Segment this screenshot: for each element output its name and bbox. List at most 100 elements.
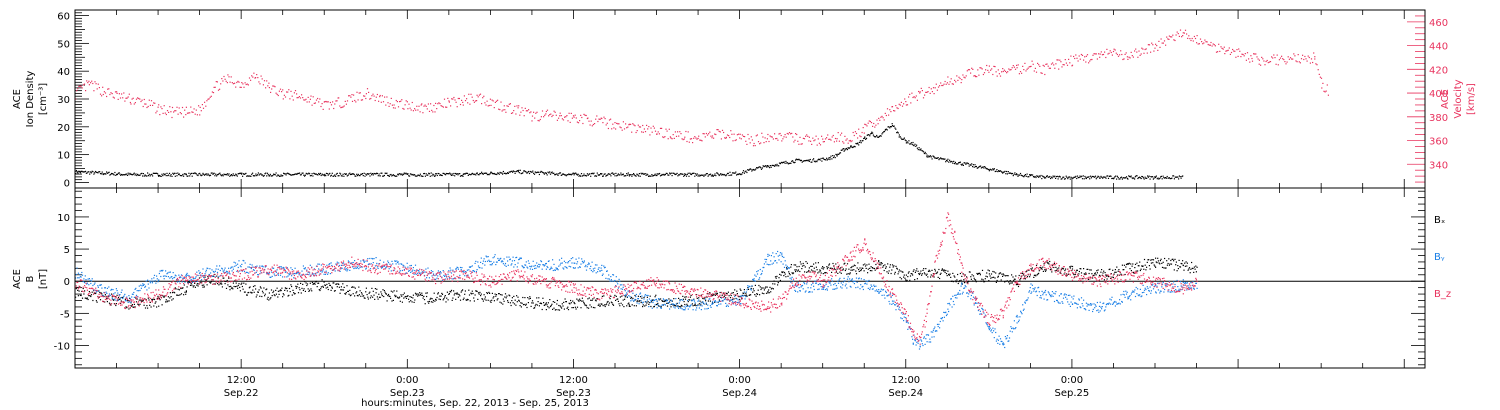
b-series-bx-point: [882, 265, 885, 267]
b-series-bx-point: [919, 272, 921, 274]
density-series-point: [125, 173, 127, 175]
b-series-bx-point: [270, 297, 272, 299]
b-series-bx-point: [913, 269, 915, 271]
density-series-point: [564, 174, 567, 176]
velocity-series-point: [1007, 71, 1009, 73]
b-series-bx-point: [459, 295, 461, 297]
density-series-point: [132, 174, 134, 176]
density-series-point: [929, 155, 932, 157]
density-series-point: [486, 174, 488, 176]
b-series-bx-point: [397, 297, 399, 299]
b-series-bx-point: [216, 283, 219, 285]
b-series-by-point: [255, 271, 257, 273]
b-series-bx-point: [340, 286, 342, 288]
b-series-by-point: [239, 265, 241, 267]
b-series-by-point: [338, 264, 340, 267]
velocity-series-point: [258, 81, 260, 83]
density-series-point: [222, 175, 224, 177]
b-series-bx-point: [875, 263, 877, 266]
b-series-by-point: [262, 266, 264, 268]
density-series-point: [458, 173, 460, 175]
velocity-series-point: [649, 134, 651, 136]
b-series-bx-point: [694, 303, 696, 305]
velocity-series-point: [733, 133, 735, 135]
b-series-bx-point: [1022, 272, 1024, 274]
density-series-point: [659, 175, 662, 177]
b-series-bx-point: [1025, 271, 1027, 273]
b-series-bx-point: [170, 296, 172, 298]
density-series-point: [341, 175, 343, 177]
b-series-bx-point: [931, 269, 933, 271]
b-series-bx-point: [563, 308, 565, 310]
velocity-series-point: [170, 111, 172, 113]
velocity-series-point: [801, 143, 803, 145]
b-series-bx-point: [439, 298, 441, 301]
velocity-series-point: [255, 77, 257, 79]
density-series-point: [615, 172, 617, 174]
density-series-point: [278, 175, 280, 177]
density-series-point: [690, 173, 692, 175]
density-series-point: [959, 161, 961, 163]
density-series-point: [383, 174, 385, 177]
b-series-bx-point: [378, 296, 381, 298]
density-series-point: [171, 175, 173, 177]
velocity-series-point: [910, 102, 912, 104]
velocity-series-point: [935, 83, 937, 85]
b-series-by-point: [148, 287, 150, 289]
density-series-point: [893, 125, 895, 127]
velocity-series-point: [1124, 53, 1126, 55]
b-series-bx-point: [915, 270, 917, 272]
velocity-series-point: [993, 65, 995, 67]
b-series-bx-point: [1180, 262, 1182, 265]
density-series-point: [751, 170, 753, 172]
density-series-point: [481, 171, 483, 173]
b-series-by-point: [368, 263, 370, 265]
b-series-bx-point: [755, 295, 757, 297]
density-series-point: [972, 164, 974, 166]
b-series-bx-point: [100, 292, 102, 294]
b-series-by-point: [153, 274, 156, 276]
density-series-point: [1102, 176, 1105, 178]
velocity-series-point: [911, 92, 913, 94]
b-series-bx-point: [902, 271, 904, 273]
velocity-series-point: [1224, 53, 1226, 55]
b-series-by-point: [408, 269, 410, 272]
velocity-series-point: [462, 101, 464, 103]
b-series-bx-point: [197, 285, 199, 287]
b-series-bx-point: [1074, 276, 1076, 278]
velocity-series-point: [257, 77, 259, 79]
velocity-series-point: [403, 108, 405, 110]
b-series-bx-point: [241, 282, 243, 284]
b-series-bx-point: [843, 263, 845, 265]
b-series-bx-point: [881, 262, 883, 265]
b-series-by-point: [224, 267, 226, 269]
b-series-by-point: [379, 259, 381, 261]
b-series-bx-point: [554, 309, 556, 311]
b-series-bx-point: [515, 304, 517, 306]
b-series-by-point: [187, 282, 189, 284]
velocity-series-point: [1131, 55, 1133, 57]
density-series-point: [735, 171, 737, 173]
velocity-series-point: [552, 114, 554, 116]
velocity-series-point: [897, 107, 899, 110]
velocity-series-point: [847, 142, 849, 144]
velocity-series-point: [833, 141, 835, 143]
b-series-bx-point: [738, 296, 740, 298]
b-series-bx-point: [398, 297, 400, 299]
b-series-bx-point: [315, 280, 318, 283]
density-series-point: [185, 174, 187, 176]
velocity-series-point: [1251, 60, 1254, 62]
density-series-point: [659, 172, 661, 175]
b-series-bx-point: [498, 293, 500, 295]
density-series-point: [370, 172, 372, 174]
velocity-series-point: [164, 112, 166, 114]
b-series-bx-point: [480, 295, 482, 297]
b-series-by-point: [405, 272, 408, 274]
density-series-point: [864, 137, 866, 139]
velocity-series-point: [760, 142, 762, 144]
b-series-by-point: [392, 263, 394, 265]
density-series-point: [386, 172, 388, 174]
b-series-bx-point: [1063, 273, 1065, 275]
velocity-series-point: [945, 83, 947, 85]
density-series-point: [726, 174, 728, 176]
